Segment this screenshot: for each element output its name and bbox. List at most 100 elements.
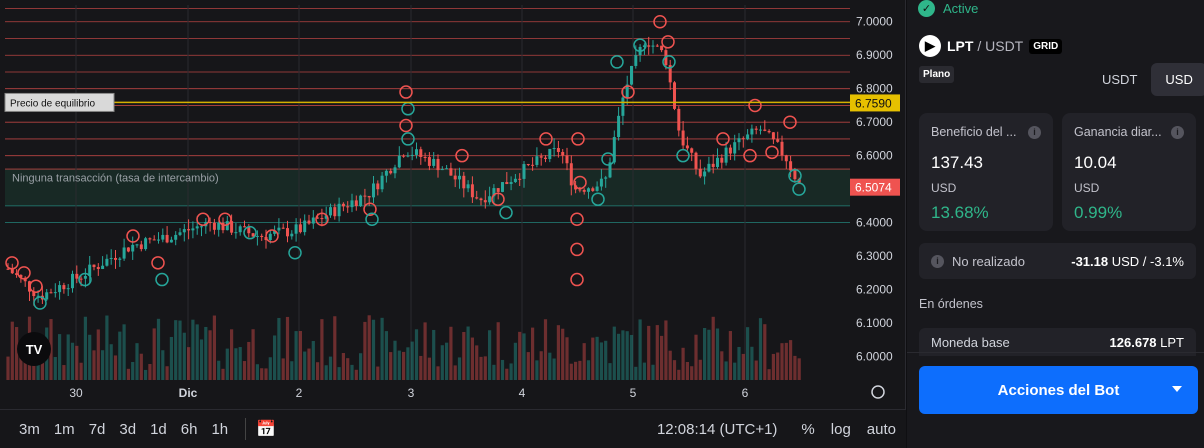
timeframe-1m[interactable]: 1m: [53, 420, 75, 438]
no-trade-zone: [5, 169, 850, 206]
candle-body: [642, 45, 646, 47]
volume-bar: [737, 346, 741, 380]
sell-order-marker: [363, 202, 377, 216]
price-chart[interactable]: Precio de equilibrio Ninguna transacción …: [0, 0, 906, 409]
volume-bar: [285, 316, 290, 380]
chart-area[interactable]: Precio de equilibrio Ninguna transacción …: [0, 0, 906, 448]
volume-bar: [604, 340, 608, 380]
candle-body: [492, 188, 496, 197]
volume-bar: [586, 360, 591, 380]
volume-bar: [720, 351, 724, 380]
x-tick-label: 3: [408, 386, 415, 400]
volume-bar: [212, 315, 216, 380]
currency-toggle: USDT USD: [1088, 63, 1204, 96]
candle-body: [483, 200, 487, 203]
timeframe-1d[interactable]: 1d: [150, 420, 167, 438]
timeframe-3d[interactable]: 3d: [119, 420, 137, 438]
log-scale-toggle[interactable]: log: [830, 420, 851, 438]
volume-bar: [346, 358, 350, 380]
volume-bar: [479, 356, 483, 380]
candle-body: [144, 238, 148, 250]
timeframe-6h[interactable]: 6h: [180, 420, 198, 438]
candle-body: [294, 224, 298, 234]
candle-body: [569, 163, 573, 186]
volume-bar: [565, 337, 569, 380]
currency-usdt[interactable]: USDT: [1102, 72, 1138, 87]
volume-bar: [187, 347, 191, 380]
volume-bar: [763, 324, 767, 380]
candle-body: [49, 292, 53, 294]
volume-bar: [376, 366, 380, 380]
candle-body: [333, 207, 337, 217]
candle-body: [634, 55, 638, 66]
volume-bar: [556, 325, 560, 380]
settings-icon: [871, 385, 885, 399]
volume-bar: [647, 325, 651, 380]
candle-body: [372, 183, 375, 198]
candle-body: [509, 182, 513, 185]
volume-bar: [234, 348, 238, 380]
bot-actions-button[interactable]: Acciones del Bot: [919, 366, 1198, 414]
candle-body: [621, 97, 625, 116]
buy-order-marker: [33, 296, 47, 310]
auto-scale-toggle[interactable]: auto: [866, 420, 896, 438]
volume-bar: [642, 362, 646, 380]
buy-order-marker: [401, 132, 415, 146]
volume-bar: [591, 337, 595, 380]
candle-body: [565, 155, 569, 164]
volume-bar: [92, 350, 96, 380]
volume-bar: [797, 358, 801, 380]
volume-bar: [595, 336, 599, 380]
sell-order-marker: [783, 115, 797, 129]
volume-bar: [354, 369, 358, 380]
timeframe-1h[interactable]: 1h: [211, 420, 229, 438]
volume-bar: [436, 366, 440, 380]
candle-body: [281, 227, 285, 229]
candle-body: [423, 157, 427, 159]
candle-body: [759, 129, 762, 131]
candle-body: [191, 228, 195, 231]
candle-body: [303, 220, 307, 233]
candle-body: [354, 200, 358, 207]
info-icon[interactable]: i: [931, 254, 944, 268]
sell-order-marker: [570, 212, 584, 227]
candle-body: [380, 175, 384, 190]
bot-status: ✓ Active: [918, 0, 978, 17]
candle-body: [595, 186, 599, 191]
toolbar-divider: [245, 418, 247, 440]
timeframe-3m[interactable]: 3m: [19, 420, 40, 438]
sell-order-marker: [571, 132, 585, 146]
volume-bar: [264, 368, 268, 380]
info-icon[interactable]: i: [1028, 125, 1041, 139]
candle-body: [737, 138, 741, 143]
calendar-icon[interactable]: 📅: [256, 421, 277, 438]
volume-bar: [126, 368, 130, 380]
candle-body: [458, 175, 461, 180]
volume-bar: [251, 329, 255, 380]
timeframe-7d[interactable]: 7d: [88, 420, 106, 438]
candle-body: [131, 244, 135, 252]
volume-bar: [535, 360, 539, 380]
current-price-tag: [850, 178, 900, 196]
candle-body: [320, 218, 324, 220]
candle-body: [88, 264, 92, 277]
volume-bar: [569, 363, 573, 380]
candle-body: [286, 228, 289, 237]
volume-bar: [750, 346, 754, 380]
candle-body: [148, 238, 152, 240]
candle-body: [531, 164, 535, 166]
info-icon[interactable]: i: [1171, 125, 1184, 139]
candle-body: [780, 141, 784, 156]
volume-bar: [690, 366, 694, 380]
volume-bar: [758, 318, 763, 380]
base-currency-row: Moneda base 126.678 LPT: [919, 328, 1196, 356]
volume-bar: [393, 340, 397, 380]
candle-body: [724, 147, 728, 163]
y-tick-label: 6.4000: [856, 216, 893, 230]
candle-body: [329, 207, 332, 216]
currency-usd[interactable]: USD: [1151, 63, 1204, 96]
percent-scale-toggle[interactable]: %: [801, 420, 815, 438]
volume-bar: [625, 331, 629, 380]
x-tick-label: Dic: [179, 386, 198, 400]
volume-bar: [384, 331, 388, 380]
